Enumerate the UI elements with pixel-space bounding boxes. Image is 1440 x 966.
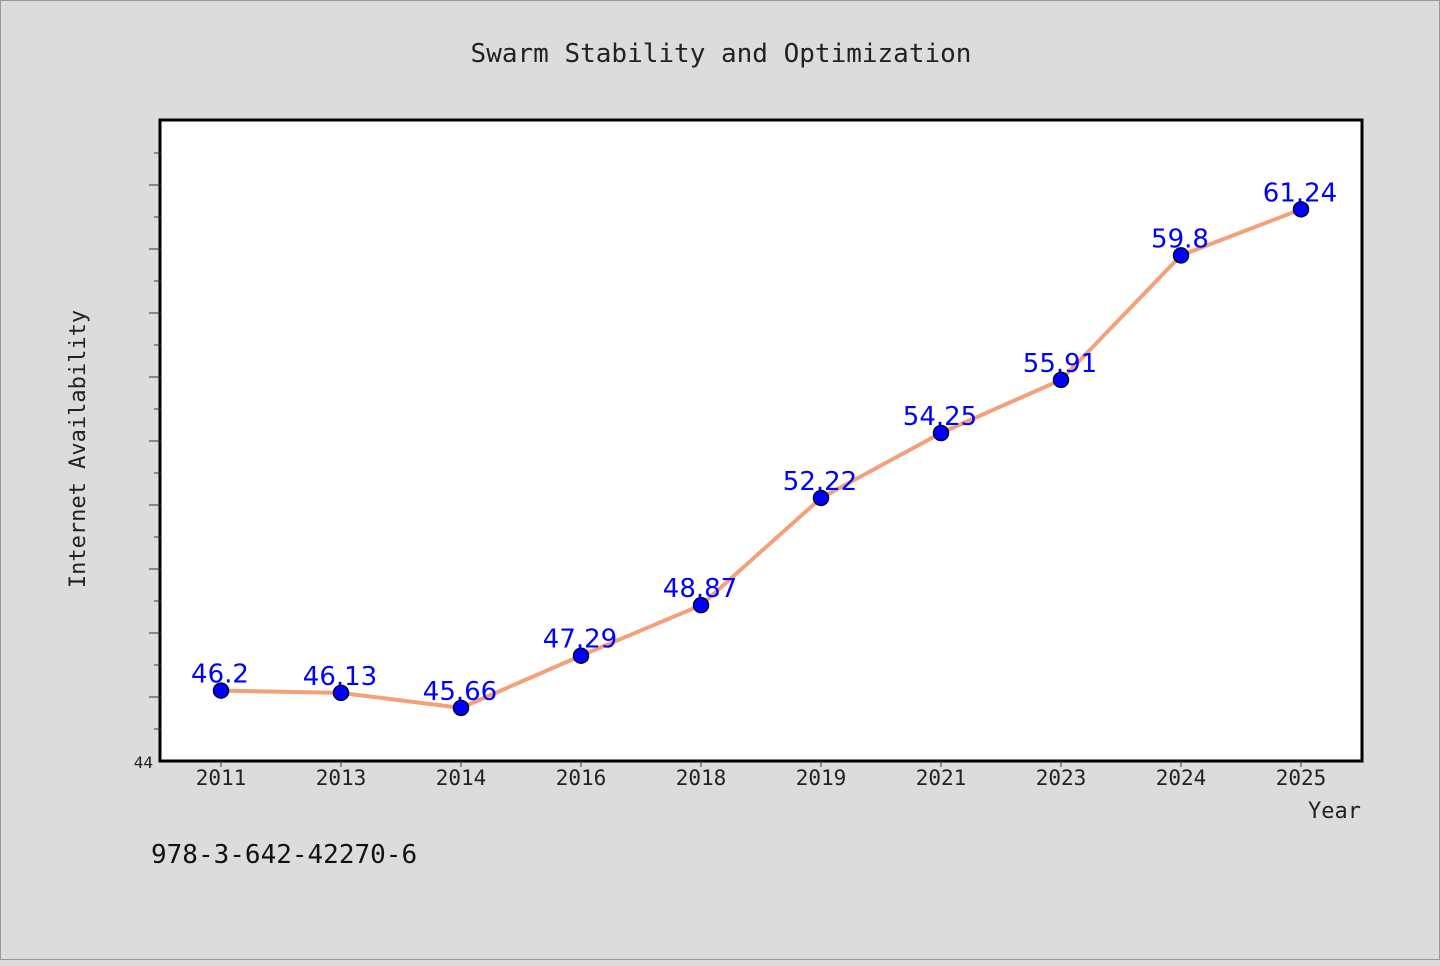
x-tick-label-2023: 2023 <box>1036 766 1087 790</box>
x-tick-label-2019: 2019 <box>796 766 847 790</box>
chart-title: Swarm Stability and Optimization <box>471 39 972 69</box>
data-label-2021: 54.25 <box>903 402 977 432</box>
x-tick-label-2013: 2013 <box>316 766 367 790</box>
data-points-group <box>212 201 1310 717</box>
data-label-2013: 46.13 <box>303 662 377 692</box>
footnote-isbn: 978-3-642-42270-6 <box>151 840 417 870</box>
data-label-2018: 48.87 <box>663 574 737 604</box>
data-point-2021 <box>932 424 950 442</box>
data-point-2014 <box>452 699 470 717</box>
data-label-2025: 61.24 <box>1263 178 1337 208</box>
data-label-2024: 59.8 <box>1151 224 1209 254</box>
data-point-2025 <box>1292 201 1310 218</box>
series-line-group <box>219 207 1303 710</box>
x-tick-label-2025: 2025 <box>1276 766 1327 790</box>
data-point-2019 <box>812 489 830 507</box>
x-tick-label-2018: 2018 <box>676 766 727 790</box>
data-labels-group: 46.2 46.13 45.66 47.29 48.87 52.22 54.25 55.91 5… <box>191 178 1337 707</box>
x-axis-ticks: 2011 2013 2014 2016 2018 2019 2021 2023 2024 2025 <box>196 761 1327 790</box>
x-axis-label: Year <box>1308 799 1361 824</box>
y-axis-label: Internet Availability <box>66 310 91 588</box>
x-tick-label-2021: 2021 <box>916 766 967 790</box>
y-axis-ticks <box>149 152 161 730</box>
data-point-2023 <box>1052 371 1070 389</box>
data-point-2024 <box>1172 247 1190 264</box>
x-tick-label-2016: 2016 <box>556 766 607 790</box>
data-label-2014: 45.66 <box>423 677 497 707</box>
x-tick-label-2024: 2024 <box>1156 766 1207 790</box>
y-tick-label-min: 44 <box>134 753 153 772</box>
x-tick-label-2011: 2011 <box>196 766 247 790</box>
data-label-2011: 46.2 <box>191 660 249 690</box>
data-label-2016: 47.29 <box>543 625 617 655</box>
data-point-2013 <box>332 684 350 702</box>
data-point-2011 <box>212 682 230 699</box>
plot-area <box>158 118 1364 763</box>
data-label-2019: 52.22 <box>783 467 857 497</box>
data-point-2018 <box>692 596 710 614</box>
data-label-2023: 55.91 <box>1023 349 1097 379</box>
data-point-2016 <box>572 647 590 664</box>
x-tick-label-2014: 2014 <box>436 766 487 790</box>
series-line <box>219 207 1303 710</box>
